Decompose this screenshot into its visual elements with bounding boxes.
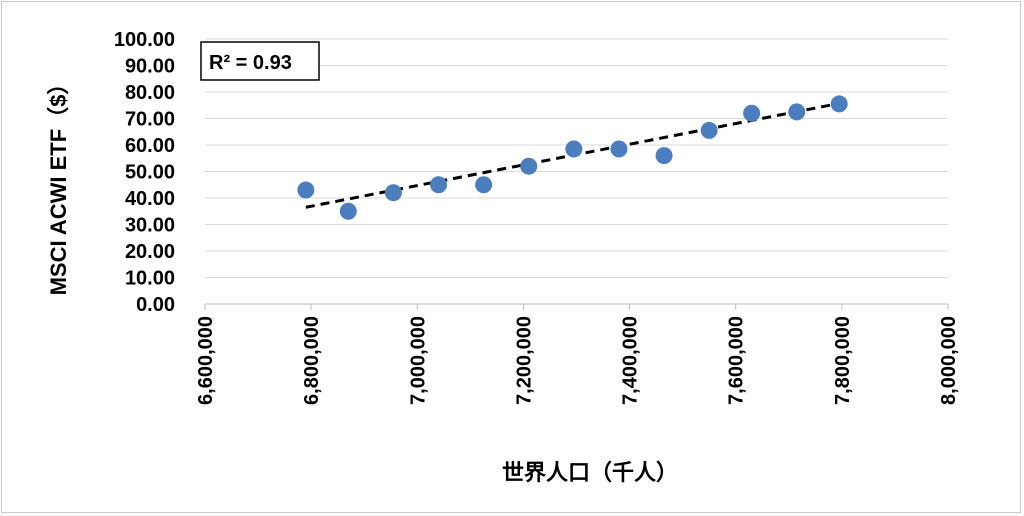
data-point [700, 121, 718, 139]
y-tick-label: 90.00 [125, 56, 175, 78]
axes [204, 303, 949, 310]
data-point [297, 181, 315, 199]
y-tick-label: 60.00 [125, 135, 175, 157]
y-axis-title: MSCI ACWI ETF（$） [46, 73, 71, 296]
x-tick-label: 6,600,000 [195, 316, 217, 405]
y-tick-label: 10.00 [125, 268, 175, 290]
y-tick-label: 40.00 [125, 188, 175, 210]
data-points [297, 95, 848, 220]
data-point [339, 202, 357, 220]
y-tick-label: 80.00 [125, 82, 175, 104]
data-point [830, 95, 848, 113]
data-point [565, 140, 583, 158]
x-tick-label: 7,800,000 [832, 316, 854, 405]
x-tick-label: 7,200,000 [513, 316, 535, 405]
data-point [743, 104, 761, 122]
r-squared-box: R² = 0.93 [200, 41, 320, 81]
y-tick-labels: 0.00 10.00 20.00 30.00 40.00 50.00 60.00 70.00 8… [114, 29, 175, 316]
y-tick-label: 0.00 [136, 294, 175, 316]
y-tick-label: 20.00 [125, 241, 175, 263]
x-tick-label: 6,800,000 [301, 316, 323, 405]
data-point [610, 140, 628, 158]
r-squared-label: R² = 0.93 [209, 52, 292, 74]
data-point [655, 147, 673, 165]
y-tick-label: 50.00 [125, 162, 175, 184]
x-tick-labels: 6,600,000 6,800,000 7,000,000 7,200,000 7,40… [195, 316, 960, 405]
data-point [475, 176, 493, 194]
x-tick-label: 8,000,000 [938, 316, 960, 405]
data-point [788, 103, 806, 121]
y-tick-label: 70.00 [125, 109, 175, 131]
data-point [520, 157, 538, 175]
x-tick-label: 7,600,000 [726, 316, 748, 405]
x-tick-label: 7,000,000 [407, 316, 429, 405]
y-tick-label: 100.00 [114, 29, 175, 51]
y-tick-label: 30.00 [125, 215, 175, 237]
x-tick-label: 7,400,000 [620, 316, 642, 405]
data-point [430, 176, 448, 194]
data-point [384, 184, 402, 202]
x-axis-title: 世界人口（千人） [502, 460, 678, 485]
